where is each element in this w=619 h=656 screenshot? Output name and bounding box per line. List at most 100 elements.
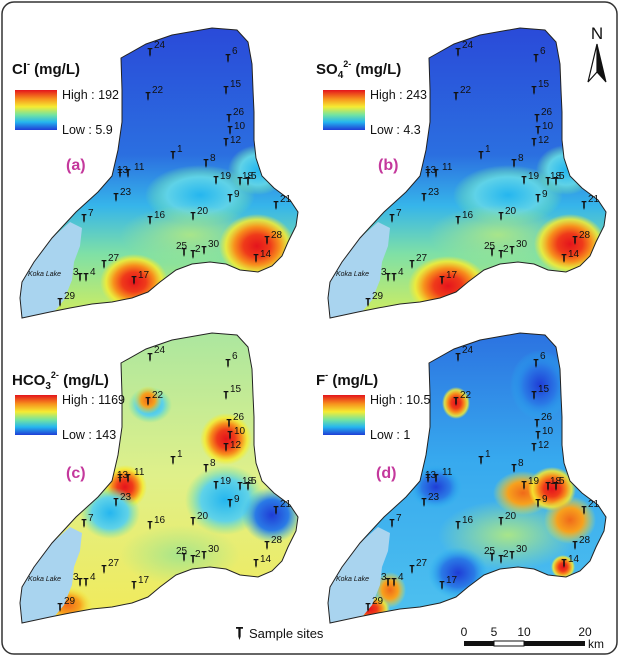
site-id-label: 15 [230, 79, 242, 90]
panel-a-site-2: 2 [190, 244, 201, 259]
scale-segment-1 [464, 641, 494, 646]
site-id-label: 3 [381, 572, 387, 583]
panel-b-site-19: 19 [521, 171, 540, 185]
site-id-label: 10 [234, 121, 246, 132]
panel-d-site-4: 4 [391, 572, 404, 587]
panel-b-site-12: 12 [531, 135, 550, 147]
site-id-label: 25 [484, 241, 496, 252]
panel-a-site-22: 22 [145, 85, 164, 101]
panel-a-site-9: 9 [227, 189, 240, 203]
panel-d-site-15: 15 [531, 384, 550, 400]
panel-a-site-16: 16 [147, 210, 166, 225]
panel-b-site-29: 29 [365, 291, 384, 307]
site-id-label: 23 [428, 187, 440, 198]
panel-c-site-27: 27 [101, 558, 120, 574]
panel-b-site-2: 2 [498, 244, 509, 259]
site-id-label: 6 [232, 351, 238, 362]
panel-d-site-5: 5 [553, 476, 565, 491]
scale-bar: 0 5 10 20 km [461, 625, 604, 651]
site-id-label: 3 [73, 572, 79, 583]
site-id-label: 16 [462, 515, 474, 526]
site-id-label: 30 [208, 544, 220, 555]
panel-b-lake [328, 222, 390, 318]
site-id-label: 28 [271, 535, 283, 546]
panel-b-site-14: 14 [561, 249, 580, 263]
panel-d-site-10: 10 [535, 426, 554, 440]
site-id-label: 2 [195, 549, 201, 560]
site-id-label: 12 [230, 135, 242, 146]
panel-b-site-6: 6 [533, 46, 546, 63]
panel-a-site-27: 27 [101, 253, 120, 269]
legend-sample-sites: Sample sites [236, 626, 324, 641]
panel-a-site-25: 25 [176, 241, 188, 257]
panel-a-site-28: 28 [264, 230, 283, 245]
panel-a-lake [20, 222, 82, 318]
site-id-label: 14 [260, 554, 272, 565]
panel-b-title: SO42- (mg/L) [316, 59, 401, 81]
panel-b-site-10: 10 [535, 121, 554, 135]
panel-c-site-24: 24 [147, 345, 166, 362]
site-id-label: 1 [485, 144, 491, 155]
site-id-label: 16 [154, 210, 166, 221]
panel-d-site-29: 29 [365, 596, 384, 612]
panel-c-site-14: 14 [253, 554, 272, 568]
panel-c-boundary [19, 332, 299, 624]
site-id-label: 16 [462, 210, 474, 221]
site-id-label: 7 [396, 513, 402, 524]
site-id-label: 21 [280, 499, 292, 510]
site-id-label: 2 [503, 244, 509, 255]
site-id-label: 22 [152, 85, 164, 96]
site-id-label: 27 [416, 558, 428, 569]
panel-a-site-4: 4 [83, 267, 96, 282]
site-id-label: 6 [232, 46, 238, 57]
panel-c-site-16: 16 [147, 515, 166, 530]
panel-c-legend-low: Low : 143 [62, 428, 116, 442]
panel-a-site-12: 12 [223, 135, 242, 147]
panel-c-site-6: 6 [225, 351, 238, 368]
panel-c-site-29: 29 [57, 596, 76, 612]
site-id-label: 22 [460, 390, 472, 401]
panel-c-site-11: 11 [125, 467, 145, 483]
panel-a-lake-label: Koka Lake [28, 271, 61, 278]
panel-a-site-18: 18 [237, 171, 254, 186]
site-id-label: 17 [446, 575, 458, 586]
site-id-label: 15 [538, 384, 550, 395]
legend-sample-sites-label: Sample sites [249, 626, 324, 641]
site-id-label: 17 [138, 575, 150, 586]
site-id-label: 8 [210, 458, 216, 469]
site-id-label: 30 [516, 239, 528, 250]
site-id-label: 1 [485, 449, 491, 460]
panel-a-site-1: 1 [170, 144, 183, 160]
site-id-label: 5 [251, 171, 257, 182]
panel-a-site-29: 29 [57, 291, 76, 307]
site-id-label: 25 [484, 546, 496, 557]
panel-c-site-10: 10 [227, 426, 246, 440]
site-id-label: 2 [503, 549, 509, 560]
site-id-label: 5 [559, 171, 565, 182]
site-id-label: 28 [579, 230, 591, 241]
site-id-label: 19 [220, 171, 232, 182]
panel-b-site-21: 21 [581, 194, 600, 210]
site-id-label: 19 [528, 476, 540, 487]
panel-d-site-25: 25 [484, 546, 496, 562]
site-id-label: 23 [120, 187, 132, 198]
panel-d-site-28: 28 [572, 535, 591, 550]
site-id-label: 27 [108, 558, 120, 569]
panel-d-letter: (d) [376, 465, 396, 482]
panel-c-site-26: 26 [226, 412, 245, 428]
site-id-label: 4 [398, 572, 404, 583]
panel-c-title: HCO32- (mg/L) [12, 370, 109, 392]
site-id-label: 29 [64, 291, 76, 302]
site-id-label: 21 [280, 194, 292, 205]
panel-d-lake [328, 527, 390, 623]
site-id-label: 11 [134, 467, 145, 478]
panel-a-site-23: 23 [113, 187, 132, 202]
site-id-label: 27 [108, 253, 120, 264]
panel-c-site-30: 30 [201, 544, 220, 560]
panel-d-site-13: 13 [425, 470, 437, 483]
site-id-label: 21 [588, 499, 600, 510]
site-id-label: 15 [230, 384, 242, 395]
site-id-label: 20 [505, 511, 517, 522]
panel-d-site-9: 9 [535, 494, 548, 508]
panel-d-site-14: 14 [561, 554, 580, 568]
